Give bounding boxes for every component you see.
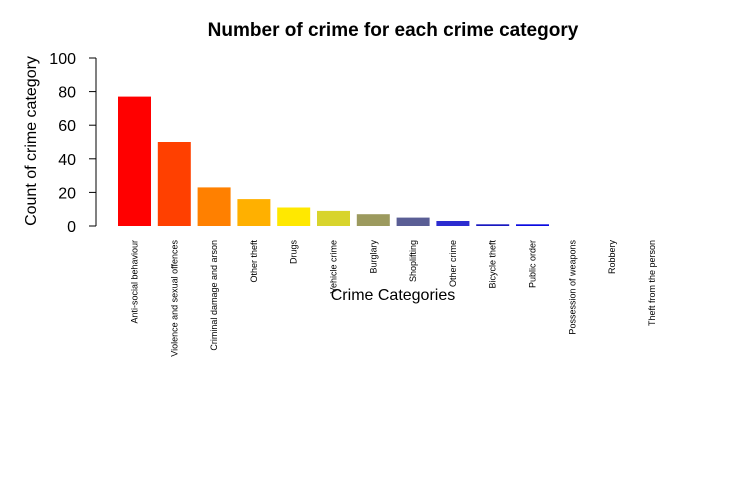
category-label: Shoplifting (408, 240, 418, 282)
category-label: Burglary (368, 240, 378, 274)
category-label: Theft from the person (647, 240, 657, 326)
category-label: Bicycle theft (488, 240, 498, 289)
bar-other-theft (237, 199, 271, 226)
category-label: Violence and sexual offences (169, 240, 179, 357)
bar-shoplifting (396, 217, 430, 226)
y-tick-label: 80 (58, 85, 76, 102)
y-tick-label: 60 (58, 118, 76, 135)
bar-criminal-damage-and-arson (197, 187, 231, 226)
category-labels: Anti-social behaviour Violence and sexual… (130, 240, 657, 357)
bar-violence-and-sexual-offences (157, 142, 191, 226)
category-label: Other crime (448, 240, 458, 287)
y-axis-label: Count of crime category (23, 56, 40, 226)
category-label: Drugs (289, 240, 299, 265)
category-label: Robbery (607, 240, 617, 275)
bar-burglary (356, 214, 390, 226)
x-axis-label: Crime Categories (331, 287, 455, 304)
y-axis: 0 20 40 60 80 100 (49, 51, 97, 236)
category-label: Public order (528, 240, 538, 288)
category-label: Vehicle crime (329, 240, 339, 294)
bar-vehicle-crime (317, 210, 350, 226)
chart-title: Number of crime for each crime category (208, 20, 579, 41)
category-label: Criminal damage and arson (209, 240, 219, 351)
bars-group (118, 96, 549, 226)
y-tick-label: 40 (58, 152, 76, 169)
y-tick-label: 20 (58, 185, 76, 202)
y-tick-label: 0 (67, 219, 76, 236)
bar-drugs (277, 207, 311, 226)
category-label: Other theft (249, 240, 259, 283)
bar-other-crime (436, 221, 470, 226)
bar-public-order (516, 224, 549, 226)
category-label: Anti-social behaviour (130, 240, 140, 324)
category-label: Possession of weapons (567, 240, 577, 335)
bar-bicycle-theft (476, 224, 510, 226)
bar-anti-social-behaviour (118, 96, 151, 226)
y-tick-label: 100 (49, 51, 76, 68)
